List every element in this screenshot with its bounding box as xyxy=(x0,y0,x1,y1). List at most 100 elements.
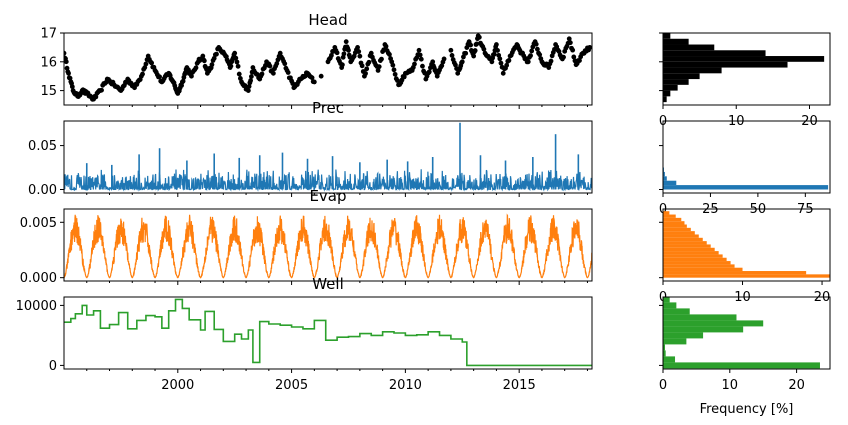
head-hist-bar xyxy=(663,67,722,74)
head-point xyxy=(234,59,240,65)
evap-line xyxy=(64,213,592,279)
evap-hist-bar xyxy=(663,224,687,228)
head-point xyxy=(93,94,99,100)
well-hist-bar xyxy=(663,308,690,315)
head-point xyxy=(546,65,552,70)
head-point xyxy=(232,50,238,56)
well-axes-frame xyxy=(63,296,593,370)
head-point xyxy=(548,58,554,64)
head-point xyxy=(356,49,362,54)
head-point xyxy=(375,68,381,73)
evap-hist-bar xyxy=(663,221,685,225)
head-point xyxy=(392,71,398,77)
head-point xyxy=(149,60,155,66)
head-point xyxy=(368,50,374,56)
evap-hist-bar xyxy=(663,244,711,248)
head-point xyxy=(567,40,573,46)
head-point xyxy=(441,56,447,62)
head-point xyxy=(363,71,368,76)
head-point xyxy=(228,63,234,69)
head-hist-bar xyxy=(663,44,715,51)
head-point xyxy=(577,58,582,64)
prec-line xyxy=(64,169,592,192)
head-point xyxy=(200,53,206,59)
head-point xyxy=(533,41,539,47)
evap-hist-bar xyxy=(663,264,735,268)
evap-ytick-label: 0.000 xyxy=(20,271,57,286)
head-point xyxy=(468,42,474,48)
head-point xyxy=(64,50,67,56)
head-point xyxy=(474,41,480,47)
head-point xyxy=(498,60,504,66)
evap-hist-bar xyxy=(663,261,731,265)
head-point xyxy=(209,62,215,68)
head-point xyxy=(233,55,239,61)
well-hist-xtick-label: 20 xyxy=(788,378,805,393)
evap-hist-bar xyxy=(663,231,695,235)
head-point xyxy=(366,59,372,65)
head-hist-bar xyxy=(663,56,825,62)
head-point xyxy=(537,52,543,58)
head-point xyxy=(418,56,424,62)
head-point xyxy=(193,65,199,71)
head-point xyxy=(497,56,503,62)
head-point xyxy=(495,48,500,53)
evap-hist-bar xyxy=(663,227,691,232)
head-point xyxy=(529,48,535,54)
well-hist-xtick-label: 0 xyxy=(659,378,667,393)
head-point xyxy=(571,54,577,60)
prec-hist-frame xyxy=(662,120,831,194)
head-point xyxy=(357,53,363,59)
head-point xyxy=(248,74,254,79)
head-point xyxy=(157,74,162,80)
head-point xyxy=(376,64,382,70)
head-point xyxy=(248,78,254,83)
head-ytick-label: 15 xyxy=(40,84,57,99)
well-hist-panel xyxy=(659,296,831,373)
head-point xyxy=(383,43,389,49)
head-point xyxy=(364,66,370,72)
head-point xyxy=(494,42,499,47)
well-hist-bar xyxy=(663,326,744,333)
head-point xyxy=(561,54,566,60)
evap-hist-bar xyxy=(663,237,703,242)
hist-xlabel: Frequency [%] xyxy=(700,402,794,417)
head-point xyxy=(246,83,252,89)
evap-hist-bar xyxy=(663,267,743,272)
head-hist-bar xyxy=(663,73,700,80)
head-point xyxy=(359,63,365,69)
head-point xyxy=(311,79,317,85)
head-point xyxy=(476,34,482,40)
evap-hist-bar xyxy=(663,247,715,252)
head-point xyxy=(355,45,360,50)
prec-ytick-label: 0.00 xyxy=(28,183,57,198)
head-axes-frame xyxy=(63,32,593,106)
well-hist-bar xyxy=(663,302,677,309)
prec-axes-frame xyxy=(63,120,593,194)
head-point xyxy=(343,39,349,45)
head-point xyxy=(379,56,384,62)
head-hist-bar xyxy=(663,38,689,45)
evap-hist-bar xyxy=(663,274,830,278)
head-point xyxy=(309,75,315,81)
head-hist-panel xyxy=(659,32,831,109)
evap-hist-bar xyxy=(663,211,670,215)
well-hist-bar xyxy=(663,350,666,357)
head-point xyxy=(277,50,283,56)
head-point xyxy=(285,70,291,75)
head-point xyxy=(448,47,454,53)
head-point xyxy=(472,48,478,53)
head-point xyxy=(430,59,436,65)
prec-data xyxy=(64,122,592,192)
head-point xyxy=(334,50,340,56)
head-point xyxy=(439,63,445,69)
head-hist-bar xyxy=(663,50,766,57)
well-title: Well xyxy=(312,275,344,293)
prec-hist-panel xyxy=(659,120,831,197)
well-hist-xtick-label: 10 xyxy=(722,378,739,393)
evap-hist-frame xyxy=(662,208,831,282)
well-data xyxy=(64,298,592,367)
head-point xyxy=(236,71,242,77)
evap-hist-bar xyxy=(663,257,727,262)
